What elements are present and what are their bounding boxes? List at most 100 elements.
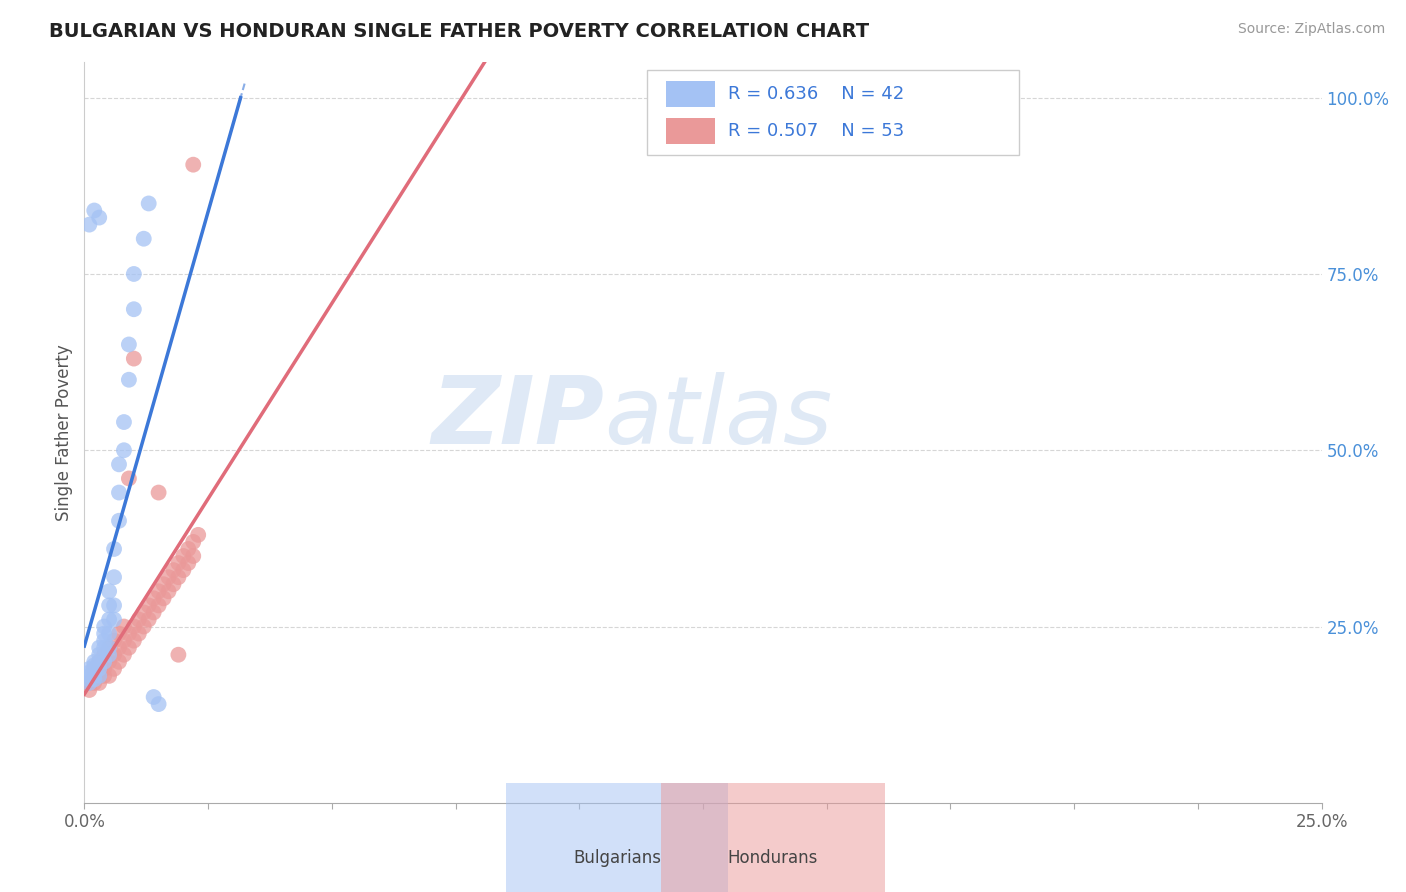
Point	[83, 658, 105, 673]
Text: ZIP: ZIP	[432, 372, 605, 464]
Point	[112, 443, 135, 458]
Point	[83, 662, 105, 676]
Point	[112, 633, 135, 648]
Point	[108, 655, 131, 669]
Point	[79, 676, 101, 690]
Point	[89, 662, 111, 676]
Point	[122, 633, 145, 648]
Point	[122, 351, 145, 366]
Point	[89, 669, 111, 683]
Point	[118, 373, 141, 387]
Point	[79, 683, 101, 698]
Text: R = 0.636    N = 42: R = 0.636 N = 42	[728, 85, 904, 103]
Point	[157, 570, 180, 584]
Point	[98, 655, 121, 669]
Point	[98, 612, 121, 626]
Text: Hondurans: Hondurans	[728, 849, 818, 867]
Point	[98, 669, 121, 683]
FancyBboxPatch shape	[666, 81, 716, 107]
Point	[122, 302, 145, 317]
Point	[118, 626, 141, 640]
Point	[89, 640, 111, 655]
Point	[103, 541, 125, 556]
Point	[167, 648, 190, 662]
Point	[98, 599, 121, 613]
Point	[83, 655, 105, 669]
Point	[103, 599, 125, 613]
Point	[128, 626, 150, 640]
Point	[167, 556, 190, 570]
Point	[162, 563, 184, 577]
Point	[167, 570, 190, 584]
Point	[112, 619, 135, 633]
Point	[118, 640, 141, 655]
Point	[138, 196, 160, 211]
Point	[83, 203, 105, 218]
Point	[89, 648, 111, 662]
Point	[142, 591, 165, 606]
Text: Bulgarians: Bulgarians	[574, 849, 661, 867]
Text: R = 0.507    N = 53: R = 0.507 N = 53	[728, 121, 904, 139]
Point	[79, 662, 101, 676]
Point	[93, 655, 115, 669]
Point	[98, 640, 121, 655]
Point	[148, 697, 170, 711]
Point	[83, 669, 105, 683]
Point	[138, 612, 160, 626]
Point	[98, 648, 121, 662]
Point	[98, 640, 121, 655]
Point	[162, 577, 184, 591]
Point	[98, 626, 121, 640]
Point	[98, 584, 121, 599]
Point	[142, 606, 165, 620]
Point	[138, 599, 160, 613]
Text: atlas: atlas	[605, 372, 832, 463]
Point	[89, 211, 111, 225]
Point	[187, 528, 209, 542]
Point	[148, 584, 170, 599]
Point	[83, 673, 105, 687]
Point	[93, 648, 115, 662]
Point	[79, 669, 101, 683]
Point	[108, 626, 131, 640]
Point	[172, 563, 194, 577]
Point	[122, 619, 145, 633]
Point	[122, 267, 145, 281]
Point	[93, 619, 115, 633]
Point	[108, 458, 131, 472]
Point	[132, 606, 155, 620]
Point	[79, 218, 101, 232]
Point	[148, 485, 170, 500]
Point	[132, 619, 155, 633]
Text: BULGARIAN VS HONDURAN SINGLE FATHER POVERTY CORRELATION CHART: BULGARIAN VS HONDURAN SINGLE FATHER POVE…	[49, 22, 869, 41]
Point	[108, 514, 131, 528]
Point	[89, 655, 111, 669]
Point	[177, 541, 200, 556]
Point	[79, 676, 101, 690]
Point	[118, 471, 141, 485]
Point	[108, 485, 131, 500]
Point	[112, 648, 135, 662]
Point	[103, 662, 125, 676]
Point	[142, 690, 165, 704]
Point	[172, 549, 194, 563]
Point	[79, 665, 101, 680]
Point	[89, 655, 111, 669]
Point	[83, 665, 105, 680]
Point	[93, 633, 115, 648]
Point	[152, 577, 174, 591]
Point	[93, 662, 115, 676]
FancyBboxPatch shape	[666, 118, 716, 144]
Point	[93, 669, 115, 683]
Point	[93, 640, 115, 655]
Point	[93, 626, 115, 640]
Point	[181, 158, 204, 172]
Point	[128, 612, 150, 626]
Point	[132, 232, 155, 246]
Point	[112, 415, 135, 429]
Point	[118, 337, 141, 351]
Y-axis label: Single Father Poverty: Single Father Poverty	[55, 344, 73, 521]
Point	[177, 556, 200, 570]
Point	[83, 669, 105, 683]
Point	[79, 673, 101, 687]
